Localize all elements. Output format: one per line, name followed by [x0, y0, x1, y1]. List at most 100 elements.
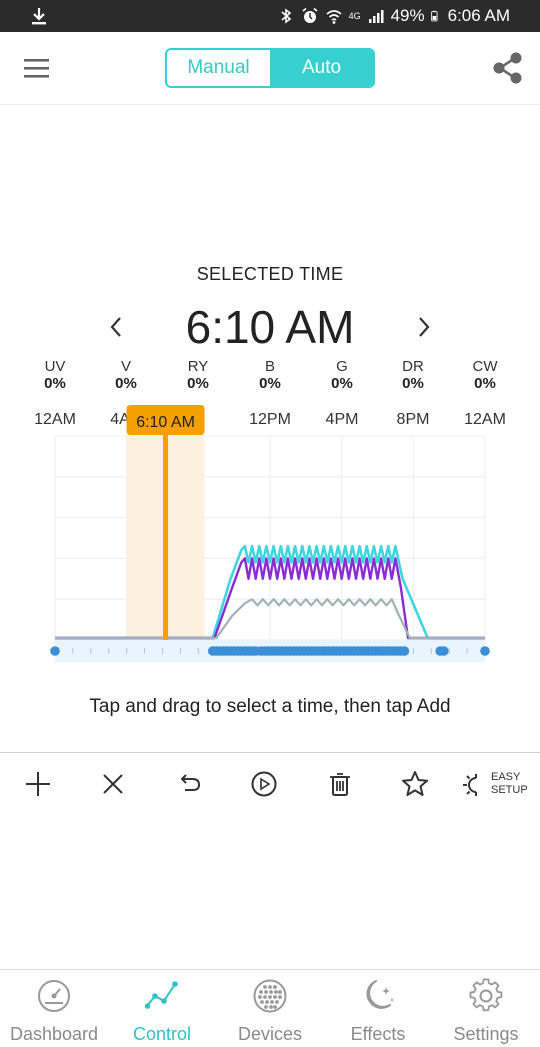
channel-value: 0%	[259, 375, 281, 392]
channel-dr: DR 0%	[378, 358, 448, 392]
share-button[interactable]	[490, 50, 526, 86]
close-icon	[103, 774, 123, 794]
series-line	[55, 598, 485, 640]
moon-stars-icon	[366, 980, 394, 1009]
tick-label: 12AM	[464, 411, 506, 428]
schedule-chart[interactable]: 6:10 AM	[0, 400, 540, 670]
channel-label: RY	[187, 358, 209, 375]
channel-value: 0%	[187, 375, 209, 392]
nav-dashboard[interactable]: Dashboard	[0, 970, 108, 1047]
play-icon	[251, 771, 277, 797]
nav-settings[interactable]: Settings	[432, 970, 540, 1047]
schedule-point	[50, 646, 60, 656]
nav-label: Dashboard	[9, 1024, 99, 1044]
bluetooth-icon	[281, 8, 291, 24]
easy-setup-button[interactable]: EASY SETUP	[462, 770, 538, 800]
nav-label: Devices	[237, 1024, 303, 1044]
tick-label: 12AM	[34, 411, 76, 428]
selected-time-title: SELECTED TIME	[196, 264, 344, 284]
series-line	[55, 544, 485, 640]
channel-label: UV	[44, 358, 66, 375]
channel-g: G 0%	[307, 358, 377, 392]
channel-cw: CW 0%	[450, 358, 520, 392]
app-header: Manual Auto	[0, 32, 540, 105]
status-right: 4G 49% 6:06 AM	[277, 4, 510, 28]
tick-label: 4A	[110, 411, 130, 428]
tick-label: 8PM	[396, 411, 430, 428]
trash-icon	[330, 773, 350, 796]
mode-toggle[interactable]: Manual Auto	[165, 48, 375, 88]
star-icon	[402, 771, 428, 796]
menu-button[interactable]	[22, 54, 52, 84]
channel-label: CW	[472, 358, 498, 375]
schedule-point	[480, 646, 490, 656]
clock: 6:06 AM	[447, 6, 510, 25]
delete-point-button[interactable]	[98, 769, 128, 799]
channel-ry: RY 0%	[163, 358, 233, 392]
chart-series	[55, 544, 485, 640]
time-axis: 12AM 4A 12PM 4PM 8PM 12AM	[0, 411, 540, 433]
tick-label: 4PM	[325, 411, 359, 428]
next-time-button[interactable]	[412, 312, 436, 342]
channel-v: V 0%	[91, 358, 161, 392]
wifi-icon	[326, 10, 342, 24]
add-button[interactable]	[23, 769, 53, 799]
schedule-point	[399, 646, 410, 656]
easy-setup-line1: EASY	[491, 771, 521, 783]
control-graph-icon	[144, 981, 178, 1009]
previous-time-button[interactable]	[104, 312, 128, 342]
sun-half-icon	[463, 774, 477, 796]
channel-value: 0%	[44, 375, 66, 392]
channel-label: DR	[402, 358, 424, 375]
network-type: 4G	[348, 11, 361, 21]
chart-grid	[54, 435, 486, 645]
download-icon	[32, 8, 46, 25]
dashboard-icon	[38, 980, 70, 1012]
mode-manual-button[interactable]: Manual	[187, 57, 250, 78]
nav-control[interactable]: Control	[108, 970, 216, 1047]
gear-icon	[469, 978, 503, 1012]
chevron-right-icon	[419, 317, 430, 337]
channel-values: UV 0% V 0% RY 0% B 0% G 0% DR 0% CW 0%	[20, 358, 520, 398]
channel-b: B 0%	[235, 358, 305, 392]
chevron-left-icon	[110, 317, 121, 337]
favorite-button[interactable]	[400, 769, 430, 799]
instruction-text: Tap and drag to select a time, then tap …	[89, 696, 451, 717]
channel-uv: UV 0%	[20, 358, 90, 392]
undo-button[interactable]	[174, 769, 204, 799]
tick-label: 12PM	[249, 411, 291, 428]
channel-value: 0%	[474, 375, 496, 392]
chart-points	[50, 646, 490, 656]
selected-time-tab[interactable]	[126, 405, 205, 435]
status-bar: 4G 49% 6:06 AM	[0, 0, 540, 32]
edit-toolbar: EASY SETUP	[0, 752, 540, 814]
selected-time-value: 6:10 AM	[185, 301, 355, 353]
battery-percent: 49%	[390, 6, 425, 25]
channel-value: 0%	[115, 375, 137, 392]
nav-label: Control	[132, 1024, 192, 1044]
nav-effects[interactable]: Effects	[324, 970, 432, 1047]
channel-value: 0%	[402, 375, 424, 392]
battery-icon	[430, 10, 438, 22]
hamburger-icon	[24, 59, 49, 78]
bottom-nav: Dashboard Control	[0, 969, 540, 1047]
preview-button[interactable]	[249, 769, 279, 799]
nav-label: Effects	[350, 1024, 406, 1044]
series-line	[55, 557, 485, 640]
easy-setup-label: EASY SETUP	[491, 771, 528, 797]
nav-label: Settings	[453, 1024, 519, 1044]
channel-value: 0%	[331, 375, 353, 392]
selected-time-tab-label: 6:10 AM	[136, 414, 195, 431]
clear-button[interactable]	[325, 769, 355, 799]
mode-auto-button[interactable]: Auto	[270, 50, 373, 86]
easy-setup-line2: SETUP	[491, 784, 528, 796]
alarm-icon	[302, 7, 318, 23]
channel-label: V	[120, 358, 131, 375]
devices-icon	[253, 979, 287, 1013]
signal-icon	[368, 10, 384, 23]
schedule-point	[439, 646, 449, 656]
share-icon	[493, 52, 522, 84]
nav-devices[interactable]: Devices	[216, 970, 324, 1047]
channel-label: G	[336, 358, 348, 375]
